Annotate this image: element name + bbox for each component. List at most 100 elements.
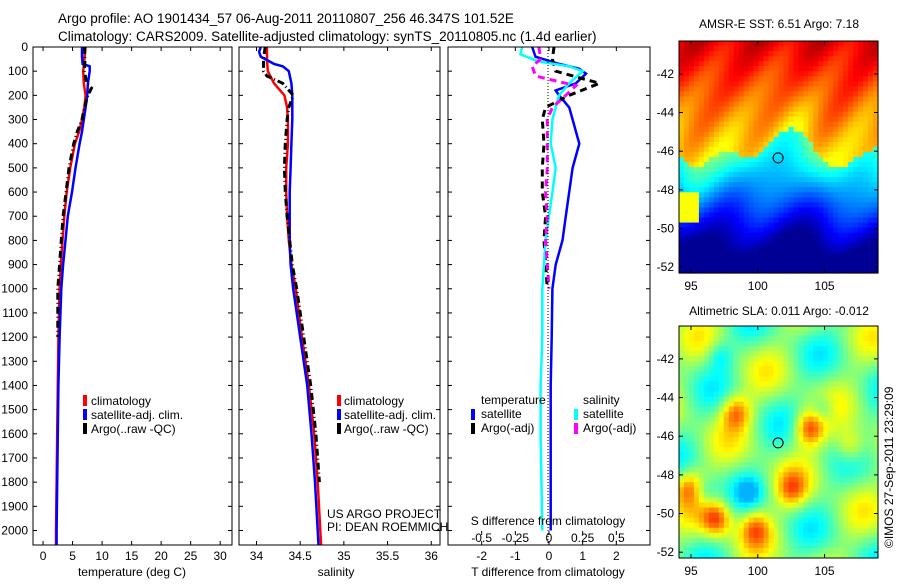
map-cell xyxy=(679,467,685,473)
map-cell xyxy=(873,126,879,133)
map-cell xyxy=(813,381,819,388)
map-cell xyxy=(833,497,839,504)
map-cell xyxy=(758,497,765,504)
map-cell xyxy=(853,232,859,239)
map-cell xyxy=(848,242,854,249)
map-cell xyxy=(843,452,849,458)
map-cell xyxy=(683,366,690,372)
map-cell xyxy=(708,172,715,178)
map-cell xyxy=(868,91,874,98)
map-cell xyxy=(873,452,879,458)
map-cell xyxy=(679,121,685,128)
map-cell xyxy=(828,436,834,443)
map-cell xyxy=(703,442,710,448)
map-cell xyxy=(803,457,809,463)
map-cell xyxy=(818,146,824,153)
map-cell xyxy=(733,376,740,383)
map-cell xyxy=(693,391,700,398)
map-cell xyxy=(728,222,735,229)
map-cell xyxy=(693,411,700,418)
map-cell xyxy=(848,51,854,57)
map-cell xyxy=(848,462,854,468)
map-cell xyxy=(748,41,755,47)
map-cell xyxy=(843,346,849,352)
map-cell xyxy=(813,162,819,168)
map-cell xyxy=(748,51,755,57)
map-cell xyxy=(723,106,730,113)
map-cell xyxy=(873,41,879,47)
map-cell xyxy=(863,131,869,138)
map-cell xyxy=(773,227,780,234)
map-cell xyxy=(818,401,824,408)
map-cell xyxy=(863,552,869,559)
map-cell xyxy=(858,452,864,458)
map-cell xyxy=(738,527,745,534)
map-cell xyxy=(713,436,720,443)
map-cell xyxy=(708,371,715,378)
map-cell xyxy=(848,257,854,264)
map-cell xyxy=(828,391,834,398)
map-cell xyxy=(713,101,720,108)
map-cell xyxy=(828,497,834,504)
map-cell xyxy=(793,492,799,499)
map-cell xyxy=(833,376,839,383)
map-cell xyxy=(783,151,790,158)
map-cell xyxy=(853,146,859,153)
map-cell xyxy=(858,46,864,52)
map-cell xyxy=(828,547,834,554)
map-cell xyxy=(679,136,685,143)
map-cell xyxy=(813,217,819,224)
map-cell xyxy=(783,136,790,143)
map-cell xyxy=(698,507,705,514)
map-cell xyxy=(833,227,839,234)
map-cell xyxy=(753,56,760,62)
map-cell xyxy=(703,136,710,143)
map-cell xyxy=(833,366,839,372)
map-cell xyxy=(748,522,755,529)
map-cell xyxy=(728,182,735,188)
map-cell xyxy=(873,61,879,67)
map-cell xyxy=(688,396,695,403)
map-cell xyxy=(818,101,824,108)
map-cell xyxy=(833,502,839,509)
map-cell xyxy=(743,96,750,103)
map-cell xyxy=(838,41,844,47)
map-cell xyxy=(743,532,750,539)
map-cell xyxy=(778,41,785,47)
map-cell xyxy=(763,351,770,357)
map-cell xyxy=(783,356,790,362)
map-cell xyxy=(808,477,814,483)
map-cell xyxy=(773,532,780,539)
map-cell xyxy=(838,227,844,234)
map-cell xyxy=(679,477,685,483)
map-cell xyxy=(833,401,839,408)
map-cell xyxy=(863,462,869,468)
map-cell xyxy=(798,537,804,544)
map-cell xyxy=(873,396,879,403)
map-cell xyxy=(853,136,859,143)
map-cell xyxy=(868,177,874,183)
map-cell xyxy=(863,66,869,72)
map-cell xyxy=(703,162,710,168)
map-cell xyxy=(848,121,854,128)
map-cell xyxy=(679,346,685,352)
map-cell xyxy=(788,177,795,183)
map-cell xyxy=(728,192,735,198)
map-cell xyxy=(808,462,814,468)
map-cell xyxy=(853,527,859,534)
map-cell xyxy=(798,197,804,203)
map-cell xyxy=(813,351,819,357)
map-cell xyxy=(708,356,715,362)
map-cell xyxy=(803,167,809,173)
map-cell xyxy=(838,192,844,198)
map-cell xyxy=(863,426,869,433)
map-cell xyxy=(713,111,720,118)
map-cell xyxy=(718,426,725,433)
map-cell xyxy=(823,121,829,128)
map-cell xyxy=(768,182,775,188)
map-cell xyxy=(798,126,804,133)
map-cell xyxy=(808,212,814,219)
map-cell xyxy=(788,61,795,67)
map-cell xyxy=(863,237,869,244)
map-cell xyxy=(703,222,710,229)
